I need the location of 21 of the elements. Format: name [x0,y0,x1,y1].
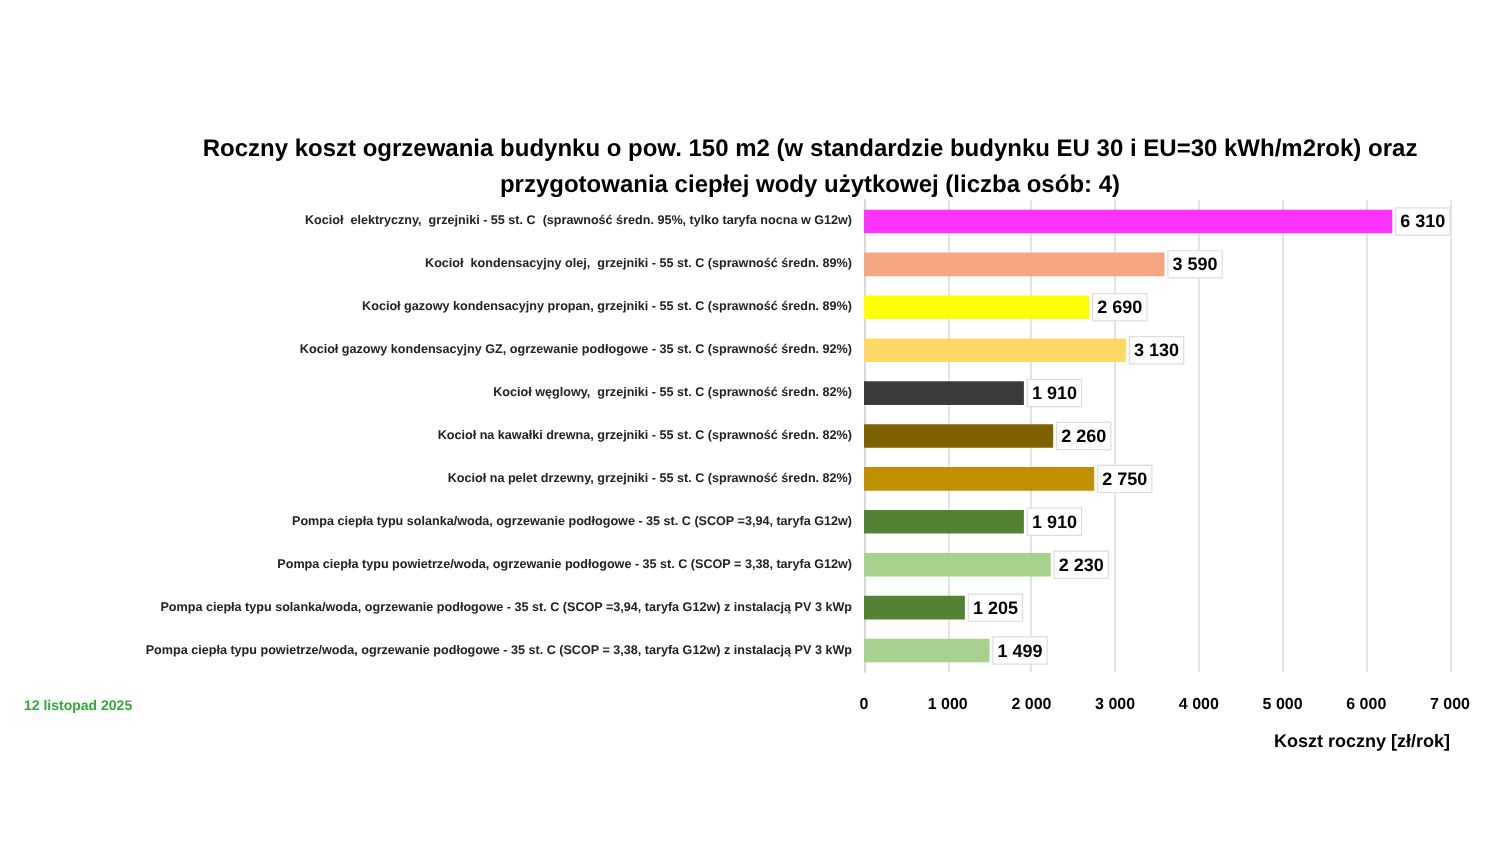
x-axis-title: Koszt roczny [zł/rok] [1273,731,1450,751]
chart-title: Roczny koszt ogrzewania budynku o pow. 150 m2 (w standardzie budynku EU 30 i EU=30 kWh/m2rok) oraz przygotowania ciepłej wody użytkowej (liczba osób: 4) [202,134,1418,198]
data-label: 2 690 [1097,297,1143,318]
data-label: 6 310 [1400,211,1446,232]
x-tick-label: 4 000 [1178,695,1220,713]
data-label: 1 499 [997,640,1043,661]
data-label: 2 230 [1058,554,1104,575]
x-tick-label: 3 000 [1095,695,1137,713]
data-label: 2 750 [1102,468,1148,489]
data-label: 3 590 [1172,254,1218,275]
data-label: 1 910 [1031,511,1077,532]
data-label: 3 130 [1134,340,1180,361]
x-tick-label: 0 [859,695,870,713]
x-tick-label: 7 000 [1429,695,1472,713]
x-tick-label: 5 000 [1262,695,1304,713]
data-label: 1 205 [972,597,1018,618]
x-tick-label: 6 000 [1346,695,1388,713]
x-tick-label: 1 000 [927,695,969,713]
data-label: 1 910 [1031,383,1077,404]
x-tick-label: 2 000 [1011,695,1053,713]
data-label: 2 260 [1061,426,1107,446]
